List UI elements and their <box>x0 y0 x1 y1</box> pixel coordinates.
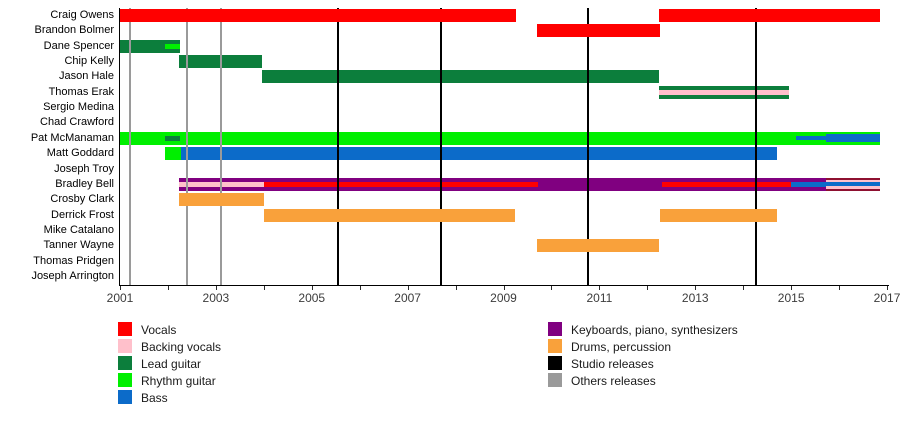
timeline-bar-keyboards <box>178 177 826 191</box>
member-label: Dane Spencer <box>43 39 114 52</box>
timeline-bar-composite <box>825 177 880 191</box>
x-axis-tick <box>647 286 649 290</box>
release-line-others <box>219 8 222 285</box>
x-axis-tick <box>455 286 457 290</box>
legend-label: Studio releases <box>571 357 654 371</box>
x-axis-tick <box>743 286 745 290</box>
timeline-bar-drums <box>263 208 516 222</box>
timeline-bar-rhythm_guitar <box>120 131 880 145</box>
timeline-bar-vocals <box>120 9 516 22</box>
x-axis-tick <box>120 286 121 290</box>
bar-stripe-bass <box>825 182 880 187</box>
member-label: Thomas Pridgen <box>33 254 114 267</box>
timeline-plot-area: Craig Owens Brandon Bolmer Dane Spencer Chi… <box>30 8 900 305</box>
x-axis-tick <box>167 286 169 290</box>
member-label: Joseph Troy <box>54 162 114 175</box>
bar-stripe-lead_guitar <box>165 135 180 141</box>
release-line-others <box>186 8 189 285</box>
x-axis-tick-label: 2011 <box>586 291 613 305</box>
timeline-bar-vocals <box>659 9 880 22</box>
x-axis-tick-label: 2015 <box>777 291 805 305</box>
member-label: Chip Kelly <box>64 55 114 68</box>
bar-stripe-backing_vocals <box>659 89 789 95</box>
member-label: Crosby Clark <box>50 193 114 206</box>
legend-swatch-rhythm_guitar <box>118 373 132 387</box>
legend-swatch-bass <box>118 390 132 404</box>
legend-swatch-backing_vocals <box>118 339 132 353</box>
x-axis-tick <box>407 286 409 290</box>
member-label: Craig Owens <box>50 9 114 21</box>
x-axis-tick-label: 2009 <box>490 291 517 305</box>
x-axis-tick <box>551 286 553 290</box>
x-axis-tick <box>311 286 313 290</box>
legend-swatch-keyboards <box>548 322 562 336</box>
release-line-studio <box>440 8 443 285</box>
release-line-studio <box>587 8 590 285</box>
member-label: Jason Hale <box>58 70 114 83</box>
bar-stripe-rhythm_guitar <box>165 43 180 49</box>
member-label: Thomas Erak <box>48 85 114 98</box>
member-label: Brandon Bolmer <box>34 24 115 37</box>
y-axis-line <box>119 8 120 285</box>
legend-label: Bass <box>141 391 168 405</box>
x-axis-tick-label: 2007 <box>394 291 421 305</box>
x-axis-tick-label: 2013 <box>681 291 709 305</box>
timeline-bar-bass <box>181 147 777 161</box>
timeline-bar-lead_guitar <box>261 70 660 84</box>
member-label: Joseph Arrington <box>31 269 114 282</box>
legend-label: Backing vocals <box>141 340 222 354</box>
x-axis-tick-label: 2005 <box>298 291 326 305</box>
member-label: Bradley Bell <box>55 177 114 190</box>
legend-label: Vocals <box>141 323 177 337</box>
x-axis-tick <box>887 286 889 290</box>
timeline-bar-vocals <box>537 24 661 38</box>
timeline-bar-rhythm_guitar <box>165 147 182 161</box>
member-label: Chad Crawford <box>40 116 114 129</box>
legend-label: Lead guitar <box>141 357 202 371</box>
x-axis-tick <box>599 286 601 290</box>
x-axis-tick-label: 2001 <box>106 291 134 305</box>
timeline-bar-drums <box>659 208 777 222</box>
legend-label: Others releases <box>571 374 656 388</box>
x-axis-tick <box>839 286 841 290</box>
bar-stripe-bass <box>795 136 826 141</box>
release-line-studio <box>337 8 340 285</box>
x-axis-tick <box>359 286 361 290</box>
x-axis-tick <box>263 286 265 290</box>
bar-stripe-vocals <box>661 181 792 187</box>
timeline-bar-lead_guitar <box>659 85 789 99</box>
member-label: Matt Goddard <box>46 147 114 160</box>
member-label: Tanner Wayne <box>43 239 114 252</box>
bar-stripe-bass <box>791 181 826 187</box>
legend-swatch-vocals <box>118 322 132 336</box>
legend-label: Keyboards, piano, synthesizers <box>571 323 738 337</box>
x-axis-tick-label: 2017 <box>873 291 900 305</box>
release-line-others <box>128 8 131 285</box>
member-label: Derrick Frost <box>51 208 114 221</box>
member-label: Sergio Medina <box>43 101 114 114</box>
x-axis-tick <box>791 286 793 290</box>
legend-label: Rhythm guitar <box>141 374 216 388</box>
legend-swatch-studio <box>548 356 562 370</box>
x-axis-line <box>119 285 890 286</box>
member-label: Pat McManaman <box>30 131 114 144</box>
x-axis-tick-label: 2003 <box>202 291 230 305</box>
timeline-bar-drums <box>178 193 264 207</box>
x-axis-tick <box>503 286 505 290</box>
legend-swatch-drums <box>548 339 562 353</box>
member-label: Mike Catalano <box>43 223 114 236</box>
x-axis-tick <box>695 286 697 290</box>
release-line-studio <box>755 8 758 285</box>
bar-stripe-bass <box>825 134 880 143</box>
legend-swatch-others <box>548 373 562 387</box>
x-axis-tick <box>215 286 217 290</box>
bar-stripe-vocals <box>263 181 538 187</box>
timeline-bar-drums <box>537 239 660 253</box>
legend-swatch-lead_guitar <box>118 356 132 370</box>
timeline-bar-lead_guitar <box>120 39 180 53</box>
legend-label: Drums, percussion <box>571 340 672 354</box>
